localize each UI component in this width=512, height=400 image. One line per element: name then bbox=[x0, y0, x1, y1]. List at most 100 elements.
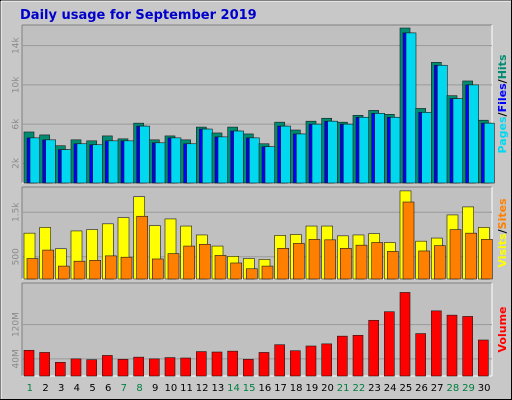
bar-pages-day-30 bbox=[484, 122, 495, 184]
x-tick-label-day-22: 22 bbox=[352, 383, 365, 394]
bar-volume-day-26 bbox=[415, 333, 426, 377]
bar-volume-day-28 bbox=[446, 314, 458, 377]
bar-sites-day-6 bbox=[105, 255, 117, 280]
chart-title: Daily usage for September 2019 bbox=[20, 8, 257, 23]
bar-pages-day-2 bbox=[45, 139, 56, 184]
bar-volume-day-25 bbox=[399, 292, 411, 377]
bar-volume-day-13 bbox=[211, 351, 223, 377]
y-tick-label: 1.5k bbox=[12, 202, 22, 222]
bar-pages-day-5 bbox=[92, 144, 103, 184]
bar-pages-day-28 bbox=[452, 98, 464, 184]
bar-sites-day-28 bbox=[449, 229, 462, 280]
bar-volume-day-15 bbox=[243, 358, 254, 377]
bar-volume-day-3 bbox=[55, 361, 66, 377]
x-tick-label-day-14: 14 bbox=[227, 383, 240, 394]
bar-volume-day-16 bbox=[258, 352, 270, 377]
bar-pages-day-21 bbox=[343, 123, 354, 184]
x-axis-day-labels: 1 2 3 4 5 6 7 8 9 10 11 12 13 14 15 16 17 18 19 20 21 22 23 24 2… bbox=[27, 383, 491, 394]
x-tick-label-day-8: 8 bbox=[136, 383, 142, 394]
bar-volume-day-10 bbox=[164, 357, 176, 377]
bar-pages-day-19 bbox=[311, 123, 323, 184]
x-tick-label-day-20: 20 bbox=[321, 383, 334, 394]
panel-volume-legend: Volume bbox=[496, 307, 509, 353]
bar-pages-day-3 bbox=[61, 149, 72, 184]
bar-volume-day-19 bbox=[305, 345, 317, 377]
panel-visits-sites-legend: Visits/Sites bbox=[496, 198, 509, 268]
legend-entry-visits: Visits bbox=[496, 233, 509, 268]
bar-volume-day-17 bbox=[274, 344, 285, 377]
bar-volume-day-9 bbox=[149, 358, 160, 377]
x-tick-label-day-13: 13 bbox=[211, 383, 224, 394]
bar-sites-day-15 bbox=[246, 268, 258, 280]
bar-pages-day-25 bbox=[405, 32, 417, 184]
x-tick-label-day-27: 27 bbox=[431, 383, 444, 394]
bar-pages-day-14 bbox=[233, 130, 244, 184]
bar-sites-day-23 bbox=[371, 242, 383, 280]
bar-pages-day-16 bbox=[264, 146, 276, 184]
x-tick-label-day-25: 25 bbox=[399, 383, 412, 394]
bar-pages-day-7 bbox=[123, 140, 135, 184]
bar-volume-day-20 bbox=[321, 343, 332, 377]
legend-separator: / bbox=[496, 111, 509, 116]
x-tick-label-day-16: 16 bbox=[258, 383, 271, 394]
x-tick-label-day-29: 29 bbox=[462, 383, 475, 394]
y-tick-label: 500 bbox=[12, 248, 22, 265]
bar-sites-day-27 bbox=[434, 245, 446, 280]
bar-volume-day-22 bbox=[352, 334, 364, 377]
bar-pages-day-10 bbox=[170, 137, 182, 184]
bar-pages-day-12 bbox=[202, 128, 213, 184]
bar-volume-day-4 bbox=[70, 358, 82, 377]
x-tick-label-day-7: 7 bbox=[121, 383, 127, 394]
bar-sites-day-30 bbox=[481, 239, 493, 280]
bar-volume-day-29 bbox=[462, 316, 473, 377]
bar-sites-day-26 bbox=[418, 250, 430, 280]
bar-sites-day-7 bbox=[120, 256, 133, 280]
bar-volume-day-2 bbox=[39, 352, 50, 377]
y-tick-label: 40M bbox=[12, 349, 22, 368]
panel-volume: 40M 120M Volume bbox=[12, 282, 509, 377]
x-tick-label-day-24: 24 bbox=[384, 383, 397, 394]
bar-sites-day-12 bbox=[199, 243, 211, 280]
x-tick-label-day-15: 15 bbox=[243, 383, 256, 394]
bar-sites-day-20 bbox=[324, 239, 336, 280]
bar-sites-day-14 bbox=[230, 262, 242, 280]
x-tick-label-day-4: 4 bbox=[74, 383, 80, 394]
x-tick-label-day-11: 11 bbox=[180, 383, 193, 394]
x-tick-label-day-1: 1 bbox=[27, 383, 33, 394]
legend-separator: / bbox=[496, 228, 509, 233]
bar-pages-day-8 bbox=[139, 125, 150, 184]
bar-sites-day-24 bbox=[387, 251, 399, 280]
x-tick-label-day-30: 30 bbox=[478, 383, 491, 394]
bar-sites-day-21 bbox=[340, 247, 352, 280]
bar-sites-day-17 bbox=[277, 247, 289, 280]
bar-pages-day-4 bbox=[76, 143, 88, 184]
bar-sites-day-5 bbox=[89, 260, 101, 280]
bar-pages-day-23 bbox=[374, 113, 385, 184]
x-tick-label-day-6: 6 bbox=[105, 383, 111, 394]
x-tick-label-day-3: 3 bbox=[58, 383, 64, 394]
x-tick-label-day-19: 19 bbox=[305, 383, 318, 394]
bar-sites-day-3 bbox=[58, 265, 70, 280]
bar-volume-day-18 bbox=[290, 350, 301, 377]
bar-pages-day-13 bbox=[217, 136, 229, 184]
x-tick-label-day-12: 12 bbox=[196, 383, 209, 394]
bar-volume-day-5 bbox=[86, 359, 97, 377]
bar-volume-day-27 bbox=[431, 310, 442, 377]
bar-pages-day-1 bbox=[29, 137, 41, 184]
panel-volume-background bbox=[22, 283, 492, 376]
bar-volume-day-6 bbox=[102, 355, 113, 377]
bar-sites-day-10 bbox=[167, 253, 180, 280]
bar-sites-day-4 bbox=[73, 260, 86, 280]
chart-panels: 2k6k10k14kPages/Files/Hits5001.5kVisits/… bbox=[12, 24, 509, 377]
bar-pages-day-26 bbox=[421, 112, 432, 184]
bar-sites-day-29 bbox=[465, 232, 477, 280]
bar-pages-day-9 bbox=[155, 142, 166, 184]
bar-sites-day-13 bbox=[214, 255, 227, 280]
bar-volume-day-11 bbox=[180, 357, 191, 377]
bar-pages-day-22 bbox=[358, 116, 370, 184]
x-tick-label-day-26: 26 bbox=[415, 383, 428, 394]
bar-sites-day-8 bbox=[136, 215, 148, 280]
x-tick-label-day-18: 18 bbox=[290, 383, 303, 394]
